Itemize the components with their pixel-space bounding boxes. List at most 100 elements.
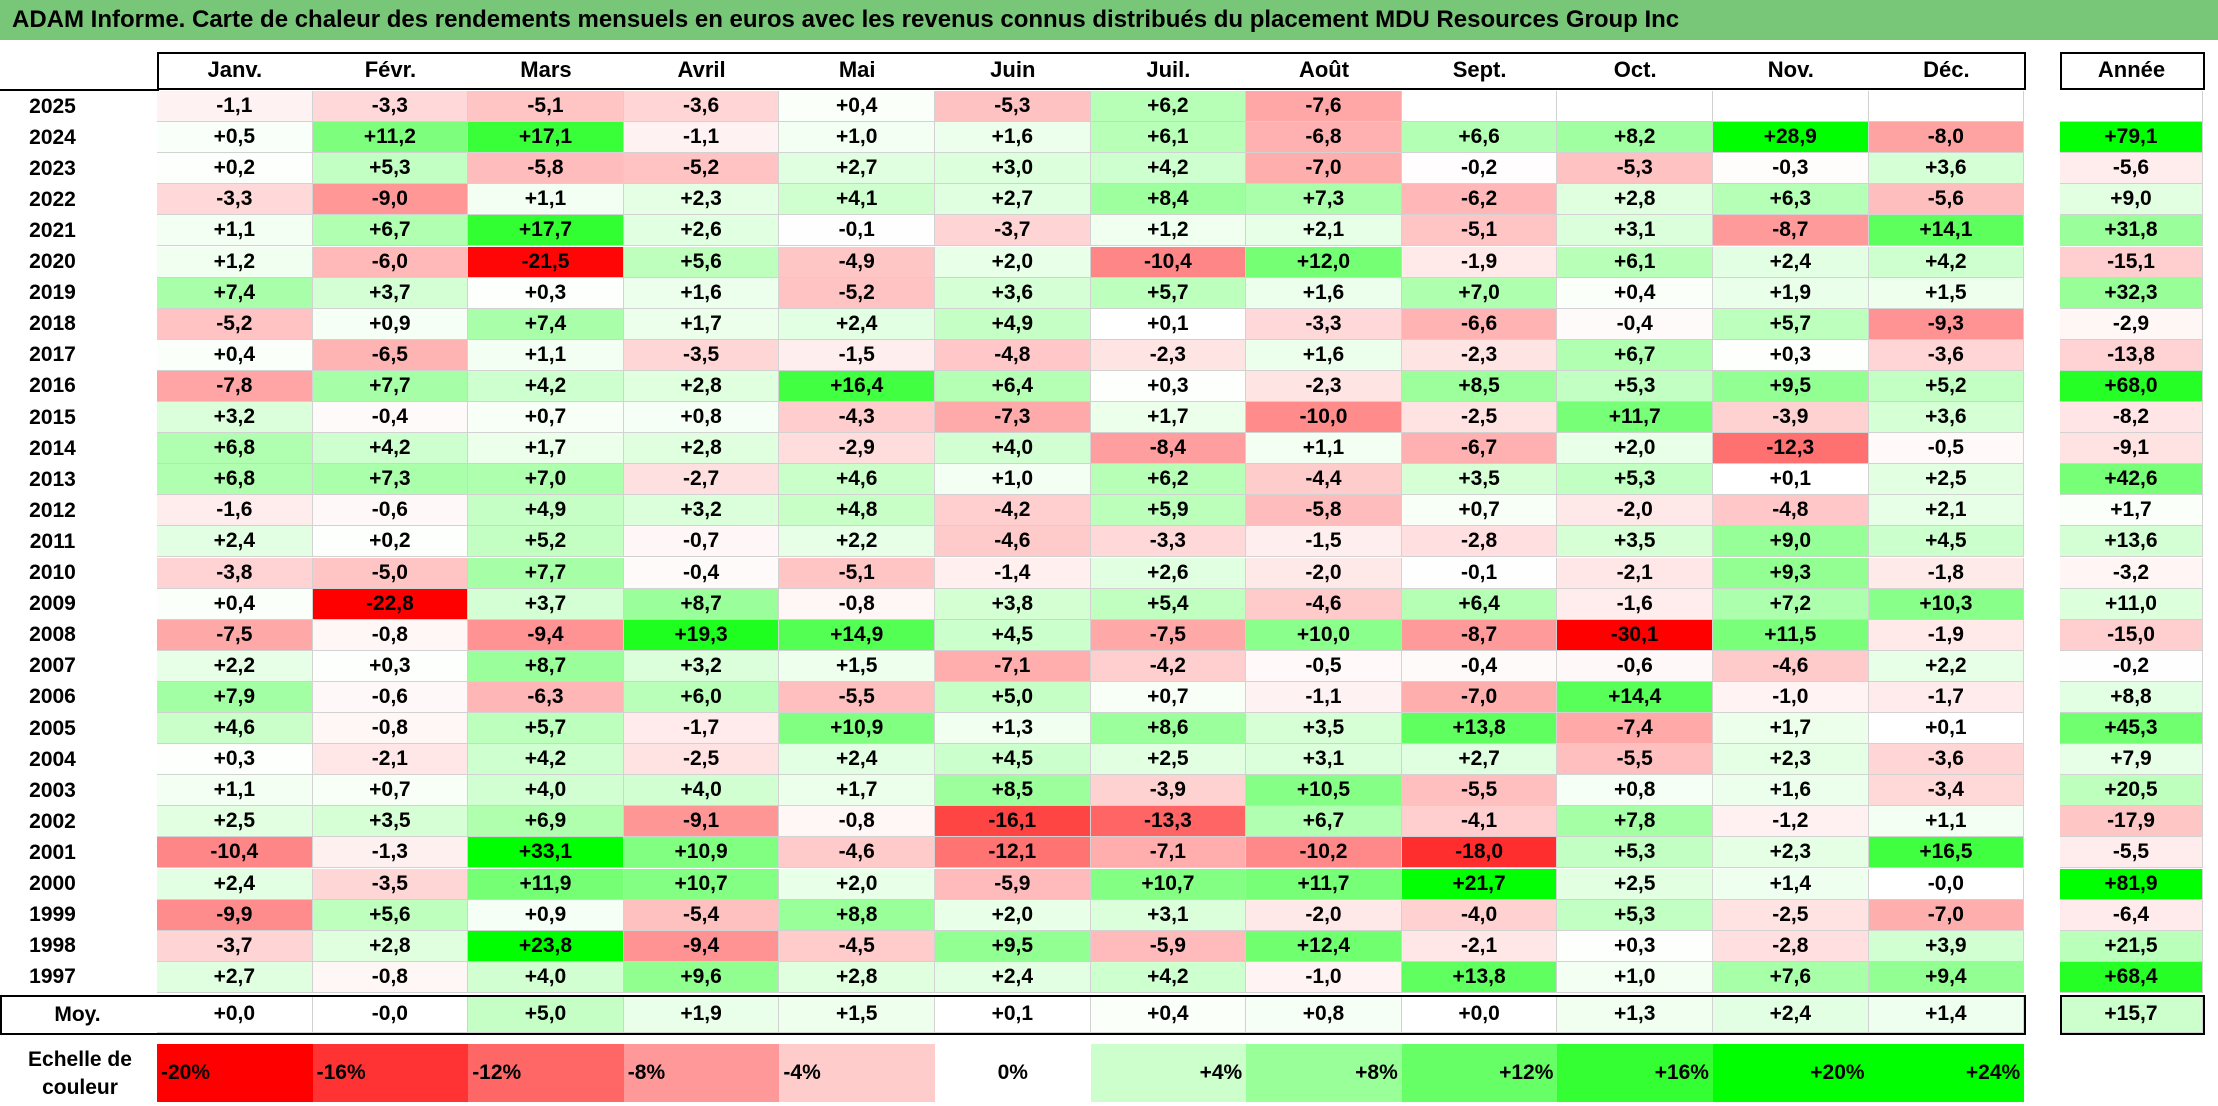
heatmap-cell: +1,7 — [468, 433, 624, 465]
heatmap-cell: +4,9 — [468, 495, 624, 527]
heatmap-cell: +1,7 — [1090, 402, 1247, 434]
legend-swatch: -8% — [623, 1044, 780, 1102]
annual-cell: -9,1 — [2060, 433, 2203, 465]
heatmap-cell: -5,6 — [1868, 184, 2025, 216]
heatmap-cell: -0,3 — [1713, 153, 1869, 185]
heatmap-cell: -7,4 — [1557, 713, 1713, 745]
heatmap-cell: +2,8 — [623, 433, 780, 465]
heatmap-cell: +4,2 — [468, 370, 624, 402]
heatmap-cell: -0,8 — [779, 806, 935, 838]
heatmap-cell: +2,1 — [1868, 495, 2025, 527]
heatmap-cell: -3,4 — [1868, 775, 2025, 807]
heatmap-cell: -2,1 — [312, 744, 469, 776]
heatmap-cell: +8,7 — [623, 588, 780, 620]
row-year-label: 2010 — [29, 561, 76, 585]
heatmap-cell: -4,1 — [1401, 806, 1558, 838]
heatmap-cell: -6,3 — [468, 681, 624, 713]
heatmap-cell: -2,1 — [1557, 557, 1713, 589]
heatmap-cell: -16,1 — [935, 806, 1091, 838]
row-year-label: 2019 — [29, 281, 76, 305]
heatmap-cell: +0,1 — [1090, 308, 1247, 340]
heatmap-cell: +4,1 — [779, 184, 935, 216]
heatmap-cell: -2,8 — [1713, 930, 1869, 962]
heatmap-cell: +2,5 — [157, 806, 313, 838]
annual-cell — [2060, 91, 2203, 123]
heatmap-cell: -7,3 — [935, 402, 1091, 434]
heatmap-cell: +1,1 — [468, 184, 624, 216]
heatmap-cell: +0,4 — [1557, 277, 1713, 309]
heatmap-cell: -10,2 — [1246, 837, 1402, 869]
heatmap-cell: -7,8 — [157, 370, 313, 402]
legend-swatch: 0% — [935, 1044, 1091, 1102]
annual-cell: +7,9 — [2060, 744, 2203, 776]
heatmap-cell: -0,2 — [1401, 153, 1558, 185]
annual-cell: +68,0 — [2060, 370, 2203, 402]
row-year-label: 2009 — [29, 592, 76, 616]
heatmap-cell: -0,8 — [312, 619, 469, 651]
heatmap-cell: -3,6 — [1868, 744, 2025, 776]
heatmap-cell: +10,0 — [1246, 619, 1402, 651]
heatmap-cell: -1,7 — [1868, 681, 2025, 713]
annual-cell: +11,0 — [2060, 588, 2203, 620]
heatmap-cell: -2,1 — [1401, 930, 1558, 962]
heatmap-cell: -0,5 — [1868, 433, 2025, 465]
heatmap-cell: +1,7 — [623, 308, 780, 340]
heatmap-cell: +0,3 — [468, 277, 624, 309]
heatmap-cell: +7,4 — [468, 308, 624, 340]
annual-cell: +81,9 — [2060, 868, 2203, 900]
heatmap-cell: +0,7 — [1090, 681, 1247, 713]
heatmap-cell: -9,0 — [312, 184, 469, 216]
heatmap-cell: +5,6 — [623, 246, 780, 278]
heatmap-cell: +2,8 — [623, 370, 780, 402]
heatmap-cell: +2,4 — [1713, 246, 1869, 278]
heatmap-cell: +10,3 — [1868, 588, 2025, 620]
heatmap-cell: +6,0 — [623, 681, 780, 713]
heatmap-cell: -10,4 — [157, 837, 313, 869]
annual-cell: +79,1 — [2060, 122, 2203, 154]
annual-cell: -0,2 — [2060, 650, 2203, 682]
heatmap-cell: -13,3 — [1090, 806, 1247, 838]
heatmap-cell: +1,7 — [779, 775, 935, 807]
heatmap-cell: +5,3 — [1557, 899, 1713, 931]
annual-cell: +8,8 — [2060, 681, 2203, 713]
heatmap-cell: -8,0 — [1868, 122, 2025, 154]
heatmap-cell: -0,8 — [312, 713, 469, 745]
heatmap-cell: +8,5 — [1401, 370, 1558, 402]
heatmap-cell: +1,6 — [1246, 277, 1402, 309]
heatmap-cell: -0,8 — [779, 588, 935, 620]
legend-swatch: -4% — [779, 1044, 935, 1102]
heatmap-cell: +0,2 — [312, 526, 469, 558]
heatmap-cell: +5,2 — [1868, 370, 2025, 402]
heatmap-cell: +0,4 — [157, 339, 313, 371]
row-year-label: 2011 — [29, 529, 76, 553]
heatmap-cell: +6,4 — [935, 370, 1091, 402]
heatmap-cell: -10,0 — [1246, 402, 1402, 434]
row-year-label: 1998 — [29, 934, 76, 958]
annual-cell: -3,2 — [2060, 557, 2203, 589]
row-year-label: 2005 — [29, 716, 76, 740]
heatmap-cell: -12,3 — [1713, 433, 1869, 465]
heatmap-cell: +6,7 — [1246, 806, 1402, 838]
heatmap-cell — [1868, 91, 2025, 123]
heatmap-cell: -5,1 — [779, 557, 935, 589]
heatmap-cell: +3,2 — [157, 402, 313, 434]
row-year-label: 2025 — [29, 94, 76, 118]
page-title: ADAM Informe. Carte de chaleur des rende… — [12, 6, 1680, 33]
annual-cell: -6,4 — [2060, 899, 2203, 931]
heatmap-cell: -1,5 — [1246, 526, 1402, 558]
legend-label: Echelle de couleur — [28, 1048, 132, 1099]
heatmap-cell: +5,3 — [1557, 464, 1713, 496]
annual-cell: +13,6 — [2060, 526, 2203, 558]
heatmap-cell: +28,9 — [1713, 122, 1869, 154]
heatmap-cell: -30,1 — [1557, 619, 1713, 651]
heatmap-cell: -5,1 — [468, 91, 624, 123]
heatmap-cell: +8,5 — [935, 775, 1091, 807]
heatmap-cell: +3,6 — [935, 277, 1091, 309]
row-year-label: 2002 — [29, 809, 76, 833]
heatmap-cell: -3,7 — [157, 930, 313, 962]
month-header: Nov. — [1767, 57, 1814, 82]
heatmap-cell: -4,9 — [779, 246, 935, 278]
heatmap-cell: +5,3 — [1557, 370, 1713, 402]
heatmap-cell: -0,4 — [1557, 308, 1713, 340]
heatmap-cell: -1,0 — [1713, 681, 1869, 713]
